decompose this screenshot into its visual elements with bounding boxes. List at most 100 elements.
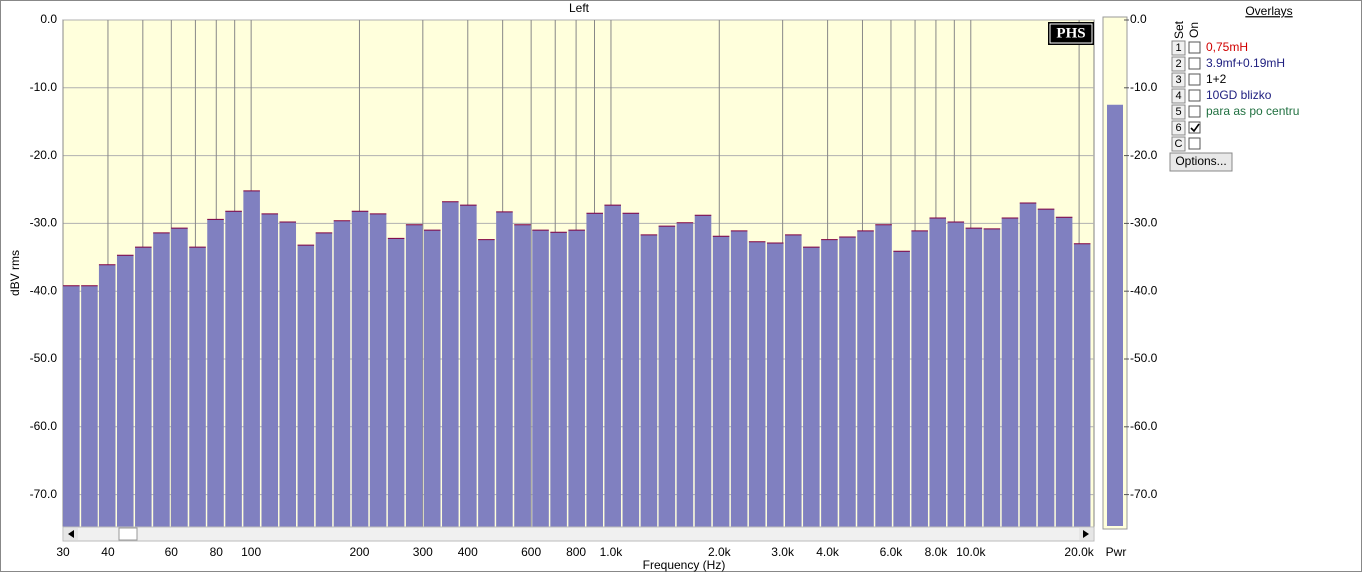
y-tick-label: -30.0 [30,216,58,230]
bar [875,224,892,529]
set-button[interactable] [1171,136,1186,152]
x-tick-label: 4.0k [816,545,840,559]
overlay-label[interactable]: para as po centru [1206,104,1299,118]
bar [460,205,477,529]
y-tick-label: 0.0 [40,12,57,26]
bar [965,228,983,529]
bar [604,205,621,529]
y-tick-label: -20.0 [30,148,58,162]
x-tick-label: 6.0k [880,545,904,559]
y-tick-label: -10.0 [30,80,58,94]
bar [748,241,766,529]
arrow-right [1083,530,1089,538]
y-axis-label: dBV rms [8,250,22,296]
set-label[interactable]: 3 [1175,74,1181,86]
bar [640,234,658,529]
x-tick-label: 2.0k [708,545,732,559]
overlay-label[interactable]: 0,75mH [1206,40,1248,54]
bar [1055,217,1073,529]
y-tick-label: -50.0 [30,351,58,365]
meter-tick-label: -70.0 [1130,487,1158,501]
set-button[interactable] [1171,120,1186,136]
bar [98,264,116,529]
checkbox[interactable] [1188,137,1201,150]
x-tick-label: 1.0k [600,545,624,559]
bar [387,238,405,529]
overlay-label[interactable]: 10GD blizko [1206,88,1272,102]
bar [333,220,351,529]
y-tick-label: -40.0 [30,283,58,297]
bar [694,215,712,529]
bar [568,230,585,529]
bar [622,213,640,529]
y-tick-label: -60.0 [30,419,58,433]
bar [676,222,694,529]
set-button[interactable] [1171,104,1186,120]
logo-box [1048,22,1094,45]
set-button[interactable] [1171,40,1186,56]
bar [279,222,297,529]
bar [351,211,369,529]
bar [532,230,549,529]
meter-tick-label: -50.0 [1130,351,1158,365]
scrollbar[interactable] [62,526,1095,542]
checkbox[interactable] [1188,73,1201,86]
chart-title: Left [569,1,590,15]
overlay-label[interactable]: 1+2 [1206,72,1227,86]
options-button[interactable] [1169,152,1233,172]
set-button[interactable] [1171,56,1186,72]
bar [785,234,802,529]
bar [135,247,152,529]
checkbox[interactable] [1188,57,1201,70]
bar [893,251,910,529]
bar [207,219,224,529]
checkbox[interactable] [1188,41,1201,54]
checkbox[interactable] [1188,89,1201,102]
meter-tick-label: -10.0 [1130,80,1158,94]
bar [712,236,730,529]
set-label[interactable]: C [1175,138,1183,150]
meter-bar [1107,104,1123,526]
bar [983,228,1001,529]
bar [658,226,676,529]
meter-tick-label: -20.0 [1130,148,1158,162]
bar [766,243,784,529]
meter-tick-label: -30.0 [1130,216,1158,230]
on-header: On [1187,22,1201,38]
x-tick-label: 10.0k [956,545,986,559]
checkbox[interactable] [1188,121,1201,134]
bar [225,211,242,529]
meter-tick-label: -40.0 [1130,283,1158,297]
x-tick-label: 80 [210,545,224,559]
bar [442,201,459,529]
bar [1037,209,1055,529]
scroll-thumb[interactable] [118,527,138,541]
bar [496,211,513,529]
meter-tick-label: -60.0 [1130,419,1158,433]
set-label[interactable]: 4 [1175,90,1181,102]
x-tick-label: 8.0k [925,545,949,559]
bar [81,285,98,529]
bar [63,285,80,529]
checkbox[interactable] [1188,105,1201,118]
bar [821,239,838,529]
bar [478,239,495,529]
bar [261,213,279,529]
bar [116,255,134,529]
set-label[interactable]: 6 [1175,122,1181,134]
set-label[interactable]: 1 [1175,42,1181,54]
x-tick-label: 400 [458,545,478,559]
options-button-label[interactable]: Options... [1175,154,1226,168]
set-button[interactable] [1171,72,1186,88]
bar [423,230,441,529]
x-tick-label: 100 [241,545,261,559]
overlay-label[interactable]: 3.9mf+0.19mH [1206,56,1285,70]
set-label[interactable]: 2 [1175,58,1181,70]
set-button[interactable] [1171,88,1186,104]
bar [929,217,947,529]
x-tick-label: 60 [165,545,179,559]
bar [171,228,188,529]
set-label[interactable]: 5 [1175,106,1181,118]
bar [1001,217,1019,529]
